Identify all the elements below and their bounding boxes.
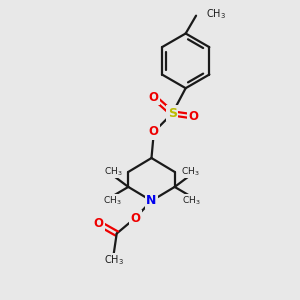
Text: O: O xyxy=(189,110,199,123)
Text: O: O xyxy=(93,217,103,230)
Text: S: S xyxy=(168,107,177,120)
Text: CH$_3$: CH$_3$ xyxy=(182,194,200,207)
Text: CH$_3$: CH$_3$ xyxy=(103,166,122,178)
Text: O: O xyxy=(130,212,140,225)
Text: O: O xyxy=(149,91,159,103)
Text: CH$_3$: CH$_3$ xyxy=(103,194,121,207)
Text: CH$_3$: CH$_3$ xyxy=(104,254,124,267)
Text: CH$_3$: CH$_3$ xyxy=(181,166,200,178)
Text: CH$_3$: CH$_3$ xyxy=(206,7,226,21)
Text: N: N xyxy=(146,194,157,207)
Text: O: O xyxy=(149,125,159,138)
